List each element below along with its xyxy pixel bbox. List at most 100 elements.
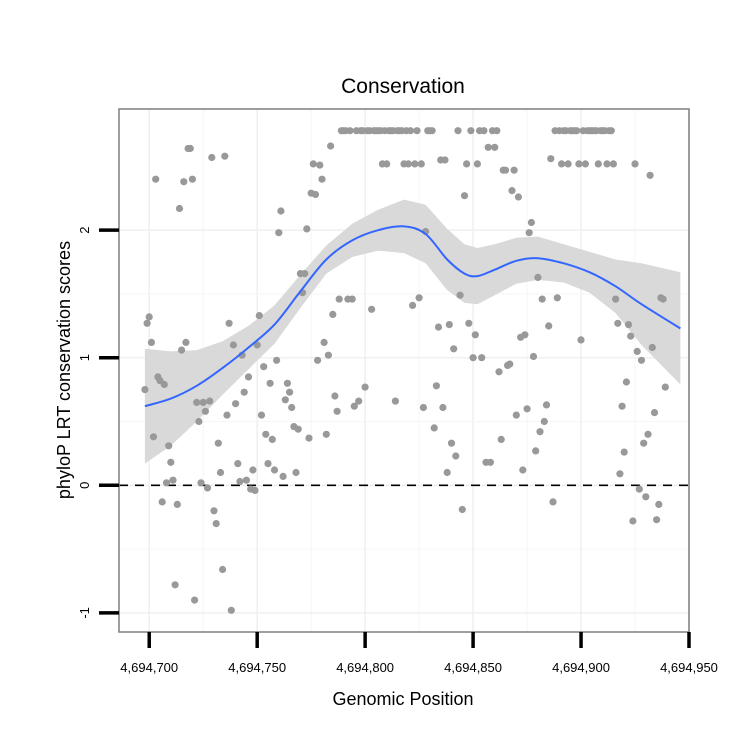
data-point <box>208 153 216 162</box>
data-point <box>182 338 190 346</box>
data-point <box>463 160 471 168</box>
data-point <box>292 468 300 477</box>
data-point <box>653 516 661 524</box>
data-point <box>642 493 650 501</box>
data-point <box>519 466 527 474</box>
data-point <box>525 229 533 237</box>
data-point <box>523 405 531 413</box>
data-point <box>404 160 412 168</box>
data-point <box>234 460 242 468</box>
data-point <box>320 338 328 346</box>
data-point <box>152 175 160 183</box>
data-point <box>188 175 196 183</box>
data-point <box>609 160 618 168</box>
data-point <box>618 402 626 410</box>
data-point <box>309 160 317 168</box>
data-point <box>191 596 199 604</box>
data-point <box>294 425 302 433</box>
data-point <box>180 178 188 186</box>
data-point <box>612 295 620 303</box>
y-tick-label: 1 <box>77 354 92 361</box>
data-point <box>223 411 231 419</box>
data-point <box>270 466 279 474</box>
data-point <box>167 458 175 466</box>
data-point <box>273 356 281 364</box>
data-point <box>577 336 585 344</box>
data-point <box>173 500 181 508</box>
data-point <box>301 270 309 278</box>
data-point <box>506 360 514 368</box>
data-point <box>391 397 399 405</box>
data-point <box>450 345 458 353</box>
x-tick-label: 4,694,900 <box>552 660 610 675</box>
data-point <box>540 417 548 426</box>
data-point <box>316 161 324 169</box>
data-point <box>199 398 207 406</box>
data-point <box>212 520 220 528</box>
data-point <box>257 411 266 419</box>
data-point <box>629 517 637 525</box>
data-point <box>327 142 335 150</box>
data-point <box>581 160 590 168</box>
data-point <box>456 291 464 299</box>
data-point <box>419 403 427 412</box>
data-point <box>266 379 274 387</box>
confidence-band-group <box>144 199 681 464</box>
data-point <box>460 192 469 200</box>
data-point <box>594 160 602 168</box>
data-point <box>514 193 523 201</box>
data-point <box>564 160 572 168</box>
smooth-line <box>144 225 681 408</box>
data-point <box>214 439 222 447</box>
data-point <box>406 127 415 135</box>
data-point <box>486 458 494 466</box>
x-tick-label: 4,694,750 <box>228 660 286 675</box>
data-point <box>439 403 447 412</box>
data-point <box>637 356 646 364</box>
data-point <box>249 466 257 474</box>
x-tick-label: 4,694,700 <box>120 660 178 675</box>
x-tick-label: 4,694,850 <box>444 660 502 675</box>
data-point <box>454 127 462 135</box>
data-point <box>478 354 486 362</box>
data-point <box>553 294 561 302</box>
y-tick-label: -1 <box>77 607 92 619</box>
data-point <box>512 411 520 419</box>
data-point <box>350 402 358 410</box>
data-point <box>219 565 227 574</box>
data-point <box>607 127 615 135</box>
data-point <box>236 477 244 486</box>
data-point <box>227 606 235 614</box>
data-point <box>175 204 184 213</box>
data-point <box>201 407 209 415</box>
data-point <box>277 207 285 215</box>
plot-border <box>118 108 690 633</box>
data-point <box>430 424 438 432</box>
data-point <box>631 160 639 168</box>
y-axis-label: phyloP LRT conservation scores <box>54 241 74 499</box>
data-point <box>253 341 261 349</box>
data-point <box>411 160 419 168</box>
data-point <box>640 439 648 447</box>
chart-title: Conservation <box>341 75 465 98</box>
data-point <box>143 319 151 327</box>
data-point <box>650 409 659 417</box>
data-point <box>501 166 510 174</box>
data-point <box>286 388 294 396</box>
data-point <box>186 144 194 153</box>
data-point <box>622 378 631 386</box>
data-point <box>558 160 566 168</box>
data-point <box>158 498 166 506</box>
data-point <box>229 341 237 349</box>
y-tick-label: 2 <box>77 227 92 234</box>
data-point <box>225 319 233 327</box>
data-point <box>458 505 466 514</box>
data-point <box>480 127 488 135</box>
x-tick-label: 4,694,950 <box>660 660 718 675</box>
data-point <box>529 352 538 361</box>
data-point <box>240 388 248 396</box>
data-point <box>288 403 296 412</box>
data-point <box>627 332 635 340</box>
data-point <box>335 295 343 303</box>
data-point <box>281 396 289 404</box>
